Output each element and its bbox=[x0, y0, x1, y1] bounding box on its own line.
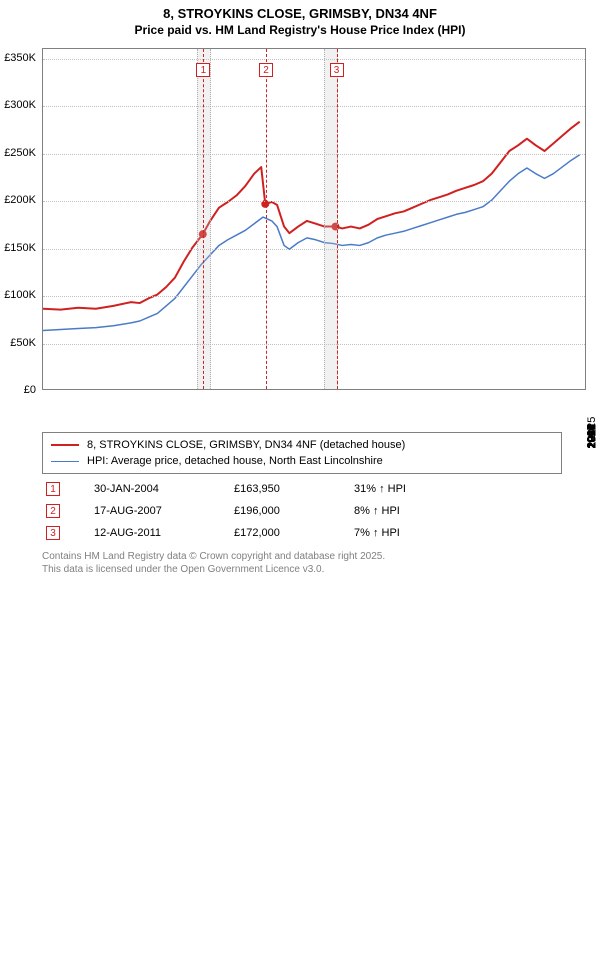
chart-svg bbox=[43, 49, 585, 389]
y-tick-label: £50K bbox=[10, 337, 36, 349]
event-number: 2 bbox=[46, 504, 60, 518]
event-price: £172,000 bbox=[234, 527, 344, 539]
event-row: 3 12-AUG-2011 £172,000 7% ↑ HPI bbox=[42, 522, 562, 544]
event-line bbox=[266, 49, 267, 389]
title-address: 8, STROYKINS CLOSE, GRIMSBY, DN34 4NF bbox=[10, 6, 590, 21]
event-price: £196,000 bbox=[234, 505, 344, 517]
legend: 8, STROYKINS CLOSE, GRIMSBY, DN34 4NF (d… bbox=[42, 432, 562, 474]
event-price: £163,950 bbox=[234, 483, 344, 495]
gridline bbox=[43, 249, 585, 250]
series-price_paid bbox=[43, 122, 580, 310]
footer-line2: This data is licensed under the Open Gov… bbox=[42, 563, 582, 576]
y-tick-label: £350K bbox=[4, 52, 36, 64]
plot-area: 1 2 3 bbox=[42, 48, 586, 390]
event-marker: 3 bbox=[330, 63, 344, 77]
legend-swatch bbox=[51, 461, 79, 462]
gridline bbox=[43, 296, 585, 297]
footer-line1: Contains HM Land Registry data © Crown c… bbox=[42, 550, 582, 563]
event-line bbox=[203, 49, 204, 389]
event-date: 30-JAN-2004 bbox=[94, 483, 224, 495]
event-table: 1 30-JAN-2004 £163,950 31% ↑ HPI 2 17-AUG-200… bbox=[42, 478, 562, 544]
event-number: 3 bbox=[46, 526, 60, 540]
y-axis: £0£50K£100K£150K£200K£250K£300K£350K bbox=[0, 48, 40, 390]
y-tick-label: £200K bbox=[4, 194, 36, 206]
event-date: 17-AUG-2007 bbox=[94, 505, 224, 517]
gridline bbox=[43, 59, 585, 60]
event-pct: 7% ↑ HPI bbox=[354, 527, 474, 539]
gridline bbox=[43, 154, 585, 155]
chart-container: 8, STROYKINS CLOSE, GRIMSBY, DN34 4NF Pr… bbox=[0, 0, 600, 590]
legend-row: 8, STROYKINS CLOSE, GRIMSBY, DN34 4NF (d… bbox=[51, 437, 553, 453]
gridline bbox=[43, 344, 585, 345]
y-tick-label: £0 bbox=[24, 384, 36, 396]
y-tick-label: £300K bbox=[4, 99, 36, 111]
event-marker: 2 bbox=[259, 63, 273, 77]
y-tick-label: £150K bbox=[4, 242, 36, 254]
event-row: 1 30-JAN-2004 £163,950 31% ↑ HPI bbox=[42, 478, 562, 500]
legend-label: 8, STROYKINS CLOSE, GRIMSBY, DN34 4NF (d… bbox=[87, 439, 405, 451]
event-pct: 8% ↑ HPI bbox=[354, 505, 474, 517]
gridline bbox=[43, 106, 585, 107]
event-date: 12-AUG-2011 bbox=[94, 527, 224, 539]
event-number: 1 bbox=[46, 482, 60, 496]
legend-swatch bbox=[51, 444, 79, 446]
event-row: 2 17-AUG-2007 £196,000 8% ↑ HPI bbox=[42, 500, 562, 522]
legend-row: HPI: Average price, detached house, Nort… bbox=[51, 453, 553, 469]
x-tick-label: 2025 bbox=[586, 424, 598, 441]
event-marker: 1 bbox=[196, 63, 210, 77]
legend-label: HPI: Average price, detached house, Nort… bbox=[87, 455, 383, 467]
y-tick-label: £250K bbox=[4, 147, 36, 159]
gridline bbox=[43, 201, 585, 202]
title-subtitle: Price paid vs. HM Land Registry's House … bbox=[10, 23, 590, 37]
title-block: 8, STROYKINS CLOSE, GRIMSBY, DN34 4NF Pr… bbox=[0, 0, 600, 39]
footer: Contains HM Land Registry data © Crown c… bbox=[42, 550, 582, 576]
x-axis: 1995199619971998199920002001200220032004… bbox=[42, 392, 586, 428]
event-line bbox=[337, 49, 338, 389]
y-tick-label: £100K bbox=[4, 289, 36, 301]
event-pct: 31% ↑ HPI bbox=[354, 483, 474, 495]
